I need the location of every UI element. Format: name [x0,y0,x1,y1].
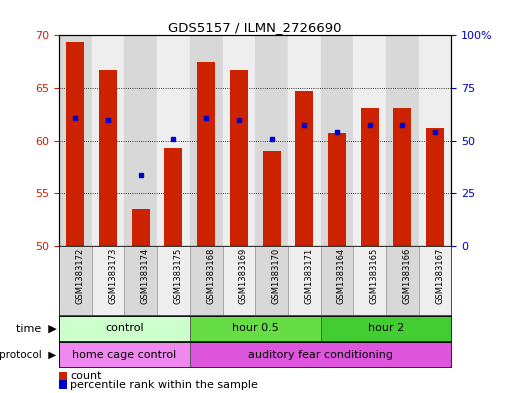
Bar [386,246,419,315]
Bar [165,148,183,246]
Text: control: control [105,323,144,333]
Bar [92,246,125,315]
Bar [223,35,255,246]
Text: GSM1383171: GSM1383171 [304,248,313,304]
Text: GSM1383164: GSM1383164 [337,248,346,304]
Text: GSM1383165: GSM1383165 [370,248,379,304]
Bar [92,35,124,246]
Bar [124,35,157,246]
Text: GSM1383173: GSM1383173 [108,248,117,305]
Bar [197,62,215,246]
Bar [132,209,150,246]
Bar [419,246,451,315]
Text: protocol  ▶: protocol ▶ [0,350,56,360]
Text: time  ▶: time ▶ [16,323,56,333]
Text: home cage control: home cage control [72,350,176,360]
Bar [255,35,288,246]
Bar [157,35,190,246]
Bar [353,35,386,246]
Bar [66,42,84,246]
Bar [288,246,321,315]
Bar [59,35,92,246]
Bar [288,35,321,246]
Bar [321,316,451,341]
Bar [386,35,419,246]
Bar [426,128,444,246]
Bar [255,246,288,315]
Text: GSM1383169: GSM1383169 [239,248,248,304]
Bar [59,246,92,315]
Text: GSM1383168: GSM1383168 [206,248,215,305]
Bar [353,246,386,315]
Text: GSM1383167: GSM1383167 [435,248,444,305]
Bar [59,342,190,367]
Bar [59,316,190,341]
Bar [295,91,313,246]
Bar [190,316,321,341]
Bar [419,35,451,246]
Bar [328,133,346,246]
Bar [361,108,379,246]
Text: hour 0.5: hour 0.5 [232,323,279,333]
Bar [223,246,255,315]
Text: GSM1383170: GSM1383170 [271,248,281,304]
Bar [124,246,157,315]
Bar [190,246,223,315]
Text: GSM1383175: GSM1383175 [173,248,183,304]
Bar [321,35,353,246]
Bar [99,70,117,246]
Bar [321,246,353,315]
Text: GSM1383166: GSM1383166 [402,248,411,305]
Bar [190,35,223,246]
Bar [263,151,281,246]
Title: GDS5157 / ILMN_2726690: GDS5157 / ILMN_2726690 [168,21,342,34]
Text: GSM1383174: GSM1383174 [141,248,150,304]
Text: count: count [70,371,102,381]
Text: auditory fear conditioning: auditory fear conditioning [248,350,393,360]
Text: hour 2: hour 2 [368,323,404,333]
Bar [157,246,190,315]
Text: percentile rank within the sample: percentile rank within the sample [70,380,258,390]
Bar [230,70,248,246]
Bar [190,342,451,367]
Bar [393,108,411,246]
Text: GSM1383172: GSM1383172 [75,248,84,304]
